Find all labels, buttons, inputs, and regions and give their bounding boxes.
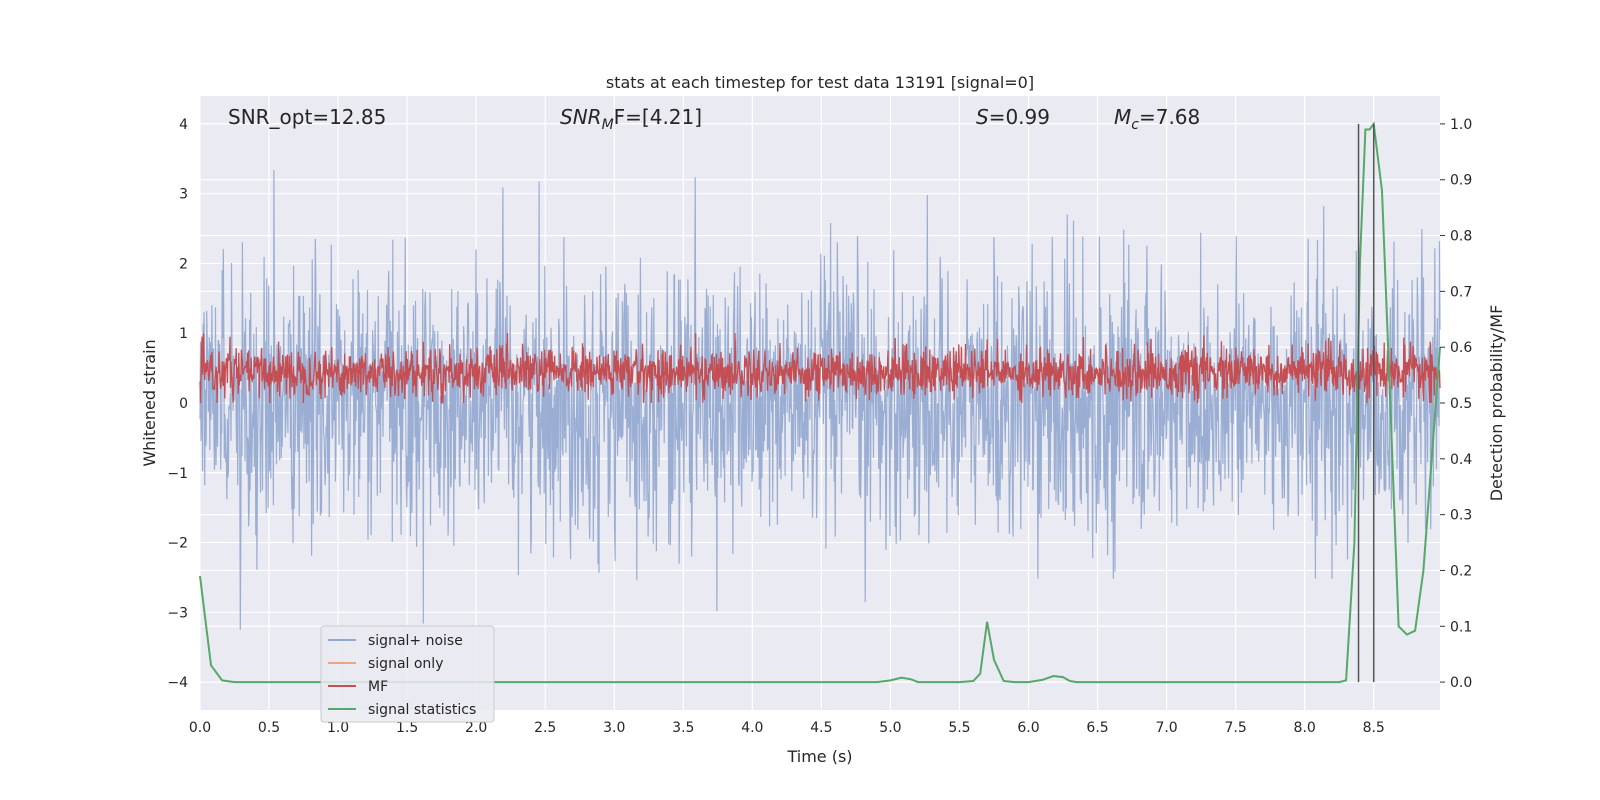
- x-tick-label: 2.0: [465, 720, 487, 736]
- annotation-mc-rest: =7.68: [1139, 105, 1200, 129]
- y-left-tick-label: 0: [179, 396, 188, 412]
- y-right-tick-label: 0.4: [1450, 452, 1472, 468]
- legend-label-signal-only: signal only: [368, 656, 443, 672]
- annotation-s-main: S: [976, 105, 989, 129]
- y-right-tick-label: 0.3: [1450, 508, 1472, 524]
- y-left-tick-label: −4: [167, 675, 188, 691]
- y-left-tick-label: 3: [179, 187, 188, 203]
- annotation-snr-mf-rest: F=[4.21]: [614, 105, 702, 129]
- x-tick-label: 8.5: [1363, 720, 1385, 736]
- y-right-tick-label: 0.6: [1450, 340, 1472, 356]
- signal-statistics-series: [199, 121, 1441, 684]
- x-tick-label: 1.0: [327, 720, 349, 736]
- x-tick-label: 1.5: [396, 720, 418, 736]
- x-tick-label: 6.5: [1086, 720, 1108, 736]
- x-tick-label: 3.0: [603, 720, 625, 736]
- x-tick-label: 3.5: [672, 720, 694, 736]
- y-axis-label-left-text: Whitened strain: [140, 339, 159, 466]
- x-tick-label: 7.5: [1225, 720, 1247, 736]
- annotation-snr-mf: SNRMF=[4.21]: [560, 105, 702, 133]
- signal-statistics-line: [199, 121, 1441, 684]
- x-tick-label: 6.0: [1017, 720, 1039, 736]
- chart-title: stats at each timestep for test data 131…: [606, 73, 1034, 92]
- y-left-tick-label: −2: [167, 536, 188, 552]
- x-tick-label: 0.0: [189, 720, 211, 736]
- annotation-snr-mf-main: SNR: [560, 105, 602, 129]
- y-left-tick-label: 1: [179, 326, 188, 342]
- mf-series: [199, 333, 1441, 404]
- x-tick-label: 0.5: [258, 720, 280, 736]
- y-right-tick-label: 1.0: [1450, 117, 1472, 133]
- x-axis-label: Time (s): [786, 747, 852, 766]
- annotation-mc-sub: c: [1131, 117, 1139, 133]
- y-right-tick-label: 0.5: [1450, 396, 1472, 412]
- legend-box: [320, 625, 495, 723]
- x-tick-label: 4.0: [741, 720, 763, 736]
- grid: [199, 96, 1440, 710]
- y-left-tick-label: −3: [167, 605, 188, 621]
- vlines: [1357, 123, 1375, 683]
- annotation-snr-opt: SNR_opt=12.85: [228, 105, 386, 129]
- legend-label-signal-statistics: signal statistics: [368, 702, 476, 718]
- annotation-mc-main: M: [1114, 105, 1131, 129]
- annotation-s: S=0.99: [976, 105, 1050, 129]
- y-right-tick-label: 0.2: [1450, 563, 1472, 579]
- y-right-tick-label: 0.0: [1450, 675, 1472, 691]
- ticks: 0.0 0.5 1.0 1.5 2.0 2.5 3.0 3.5 4.0 4.5 5.0 5.5 6.0 6…: [167, 117, 1472, 736]
- x-tick-label: 5.0: [879, 720, 901, 736]
- legend-label-signal-noise: signal+ noise: [368, 633, 463, 649]
- annotation-snr-mf-sub: M: [602, 117, 614, 133]
- y-left-tick-label: 4: [179, 117, 188, 133]
- annotation-s-rest: =0.99: [989, 105, 1050, 129]
- y-right-tick-label: 0.7: [1450, 284, 1472, 300]
- y-right-tick-label: 0.1: [1450, 619, 1472, 635]
- x-tick-label: 4.5: [810, 720, 832, 736]
- y-left-tick-label: 2: [179, 256, 188, 272]
- y-right-tick-label: 0.8: [1450, 229, 1472, 245]
- legend: signal+ noise signal only MF signal stat…: [320, 625, 495, 723]
- y-left-tick-label: −1: [167, 466, 188, 482]
- y-axis-label-right: Detection probability/MF: [1487, 305, 1506, 502]
- mf-line: [199, 333, 1441, 404]
- x-tick-label: 2.5: [534, 720, 556, 736]
- x-tick-label: 8.0: [1294, 720, 1316, 736]
- annotation-mc: Mc=7.68: [1114, 105, 1200, 133]
- y-right-tick-label: 0.9: [1450, 173, 1472, 189]
- legend-label-mf: MF: [368, 679, 388, 695]
- x-tick-label: 5.5: [948, 720, 970, 736]
- x-tick-label: 7.0: [1155, 720, 1177, 736]
